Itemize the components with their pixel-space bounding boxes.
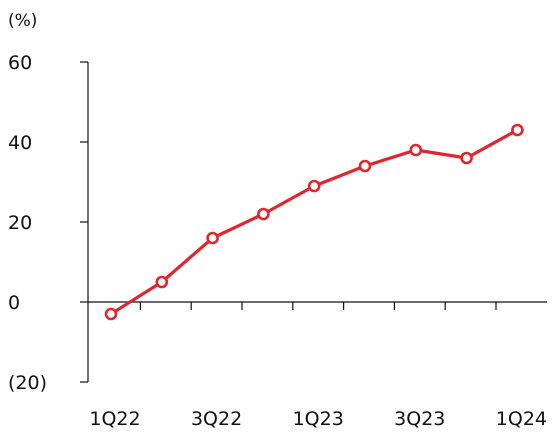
data-point (358, 159, 372, 173)
y-tick-label: 40 (8, 132, 32, 154)
series-line (109, 128, 520, 316)
y-tick-label: (20) (8, 372, 47, 394)
y-axis: (20) 0 20 40 60 (8, 52, 89, 394)
x-tick-label: 1Q22 (89, 408, 140, 430)
x-tick-label: 3Q23 (394, 408, 445, 430)
data-point (257, 207, 270, 221)
data-point (206, 231, 219, 245)
data-point (104, 307, 118, 321)
series-layer (104, 123, 524, 321)
data-point (409, 143, 423, 157)
x-tick-label: 1Q24 (496, 408, 547, 430)
x-tick-label: 1Q23 (293, 408, 344, 430)
y-tick-label: 0 (8, 292, 20, 314)
y-axis-unit-label: (%) (8, 11, 37, 31)
x-axis: 1Q22 3Q22 1Q23 3Q23 1Q24 (88, 301, 547, 430)
y-tick-label: 60 (8, 52, 32, 74)
data-point (155, 275, 169, 289)
y-tick-label: 20 (8, 212, 32, 234)
x-tick-label: 3Q22 (191, 408, 242, 430)
data-point (460, 151, 473, 165)
data-point (307, 179, 321, 193)
data-point (511, 123, 524, 137)
